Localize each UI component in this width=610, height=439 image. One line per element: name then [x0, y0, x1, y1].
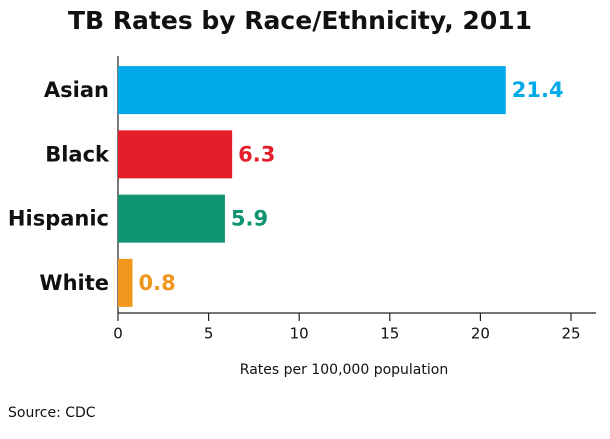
chart-title: TB Rates by Race/Ethnicity, 2011	[68, 6, 532, 35]
y-tick-label: White	[39, 271, 109, 295]
x-tick-label: 0	[113, 325, 123, 343]
x-tick-label: 25	[561, 325, 580, 343]
value-label: 0.8	[138, 271, 175, 295]
y-tick-label: Asian	[44, 78, 109, 102]
y-tick-label: Black	[45, 142, 110, 166]
x-tick-label: 5	[204, 325, 214, 343]
value-label: 21.4	[512, 78, 564, 102]
x-tick-label: 15	[380, 325, 399, 343]
value-label: 5.9	[231, 207, 268, 231]
value-label: 6.3	[238, 142, 275, 166]
bar	[118, 130, 233, 179]
bar	[118, 258, 133, 307]
source: Source: CDC	[8, 405, 96, 421]
x-tick-label: 20	[471, 325, 490, 343]
x-axis-label: Rates per 100,000 population	[240, 362, 448, 378]
y-tick-label: Hispanic	[8, 207, 109, 231]
x-tick-label: 10	[290, 325, 309, 343]
bar	[118, 66, 506, 115]
bar	[118, 194, 225, 243]
